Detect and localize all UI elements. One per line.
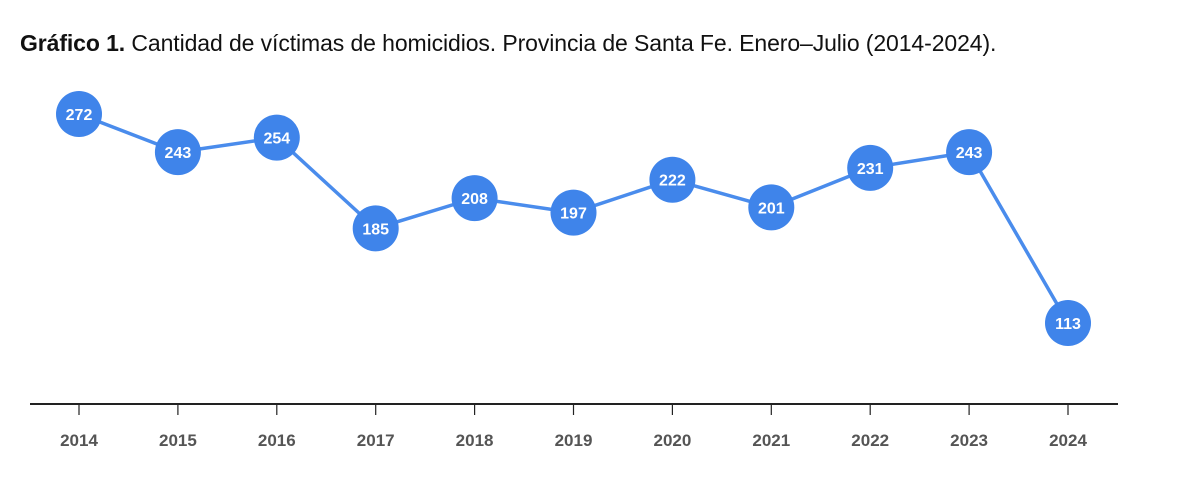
x-tick-label-2016: 2016 <box>258 431 296 450</box>
x-tick-label-2021: 2021 <box>752 431 790 450</box>
x-tick-label-2019: 2019 <box>555 431 593 450</box>
x-tick-label-2014: 2014 <box>60 431 98 450</box>
x-tick-label-2022: 2022 <box>851 431 889 450</box>
data-label: 254 <box>263 131 290 148</box>
data-label: 201 <box>758 200 785 217</box>
data-label: 197 <box>560 206 587 223</box>
data-point-2016: 254 <box>253 114 300 161</box>
data-point-marker <box>649 156 696 203</box>
data-label: 272 <box>66 107 93 124</box>
x-axis-ticks <box>78 404 1069 415</box>
data-point-marker <box>1045 300 1091 346</box>
x-tick-label-2018: 2018 <box>456 431 494 450</box>
data-label: 222 <box>659 173 686 190</box>
chart-title-prefix: Gráfico 1. <box>20 30 126 56</box>
data-point-2023: 243 <box>946 129 993 176</box>
data-point-2019: 197 <box>550 189 597 236</box>
x-tick-label-2023: 2023 <box>950 431 988 450</box>
data-label: 231 <box>857 161 884 178</box>
data-point-marker <box>56 91 102 137</box>
data-label: 113 <box>1055 316 1081 333</box>
data-point-marker <box>352 205 399 252</box>
data-point-2020: 222 <box>649 156 696 203</box>
x-tick-label-2017: 2017 <box>357 431 395 450</box>
data-point-2015: 243 <box>154 129 201 176</box>
data-label: 243 <box>165 145 192 162</box>
data-point-marker <box>253 114 300 161</box>
x-tick-label-2024: 2024 <box>1049 431 1087 450</box>
x-tick-label-2020: 2020 <box>653 431 691 450</box>
data-point-2018: 208 <box>451 175 498 222</box>
x-tick-label-2015: 2015 <box>159 431 197 450</box>
chart-title-text: Cantidad de víctimas de homicidios. Prov… <box>125 30 997 56</box>
data-points: 272 243 254 185 208 197 222 201 231 243 113 <box>56 91 1091 346</box>
data-point-2024: 113 <box>1045 300 1091 346</box>
data-point-2014: 272 <box>56 91 102 137</box>
data-point-marker <box>154 129 201 176</box>
data-point-2021: 201 <box>748 184 795 231</box>
x-axis-tick-labels: 2014 2015 2016 2017 2018 2019 2020 2021 2022 2023… <box>60 431 1087 450</box>
data-label: 185 <box>362 221 389 238</box>
data-point-marker <box>847 144 894 191</box>
data-point-marker <box>946 129 993 176</box>
data-label: 243 <box>956 145 983 162</box>
chart-title: Gráfico 1. Cantidad de víctimas de homic… <box>20 30 996 57</box>
data-point-2017: 185 <box>352 205 399 252</box>
data-point-2022: 231 <box>847 144 894 191</box>
data-point-marker <box>451 175 498 222</box>
data-point-marker <box>550 189 597 236</box>
data-label: 208 <box>461 191 488 208</box>
data-point-marker <box>748 184 795 231</box>
